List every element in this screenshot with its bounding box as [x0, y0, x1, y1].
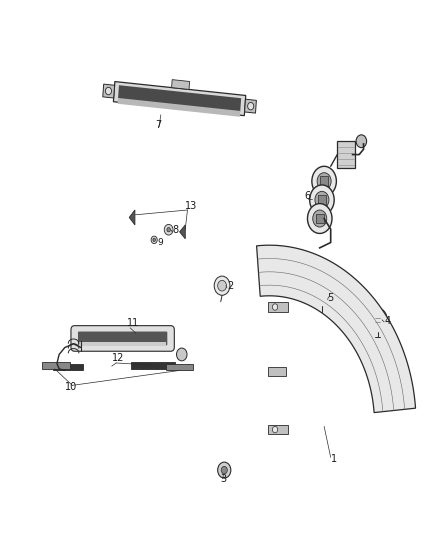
Polygon shape	[103, 84, 115, 98]
Text: 12: 12	[112, 353, 124, 364]
Circle shape	[368, 308, 387, 332]
Bar	[268, 425, 288, 434]
Text: 10: 10	[65, 382, 77, 392]
Bar	[337, 141, 355, 168]
Polygon shape	[129, 210, 135, 225]
Text: 9: 9	[158, 238, 163, 247]
Text: 3: 3	[220, 474, 226, 484]
Polygon shape	[113, 82, 246, 116]
Circle shape	[372, 313, 383, 326]
Circle shape	[167, 228, 170, 232]
Polygon shape	[257, 245, 416, 413]
Circle shape	[221, 466, 227, 474]
Circle shape	[313, 210, 327, 227]
Circle shape	[177, 348, 187, 361]
Circle shape	[218, 280, 226, 291]
Text: 6: 6	[304, 191, 311, 201]
Circle shape	[218, 462, 231, 478]
Circle shape	[151, 236, 157, 244]
Bar	[166, 364, 193, 370]
Bar	[268, 367, 286, 376]
Text: 7: 7	[155, 120, 162, 130]
Bar	[53, 364, 83, 370]
Polygon shape	[118, 85, 241, 112]
Text: 5: 5	[328, 293, 334, 303]
Circle shape	[153, 238, 155, 241]
Circle shape	[272, 426, 278, 433]
Circle shape	[317, 173, 331, 190]
Text: 11: 11	[127, 318, 139, 328]
Bar	[316, 214, 324, 223]
Bar	[268, 302, 288, 312]
Circle shape	[315, 191, 329, 208]
Bar	[42, 362, 70, 369]
Polygon shape	[118, 98, 240, 117]
Text: 4: 4	[385, 316, 391, 326]
Circle shape	[272, 304, 278, 310]
Text: 2: 2	[227, 281, 233, 292]
Circle shape	[164, 224, 173, 235]
Text: 13: 13	[185, 201, 197, 211]
Text: 8: 8	[172, 225, 178, 236]
Circle shape	[106, 87, 112, 95]
Bar	[131, 362, 175, 369]
Circle shape	[318, 293, 326, 302]
Circle shape	[314, 288, 329, 306]
Bar	[320, 176, 328, 186]
Circle shape	[247, 102, 254, 110]
FancyBboxPatch shape	[78, 332, 167, 345]
Circle shape	[307, 204, 332, 233]
Bar	[79, 342, 166, 346]
Circle shape	[356, 135, 367, 148]
Circle shape	[214, 276, 230, 295]
Text: 1: 1	[331, 454, 337, 464]
Polygon shape	[244, 99, 256, 113]
FancyBboxPatch shape	[71, 326, 174, 351]
Circle shape	[312, 166, 336, 196]
Polygon shape	[172, 79, 190, 90]
Polygon shape	[180, 225, 185, 239]
Circle shape	[310, 185, 334, 215]
Bar	[318, 195, 326, 205]
